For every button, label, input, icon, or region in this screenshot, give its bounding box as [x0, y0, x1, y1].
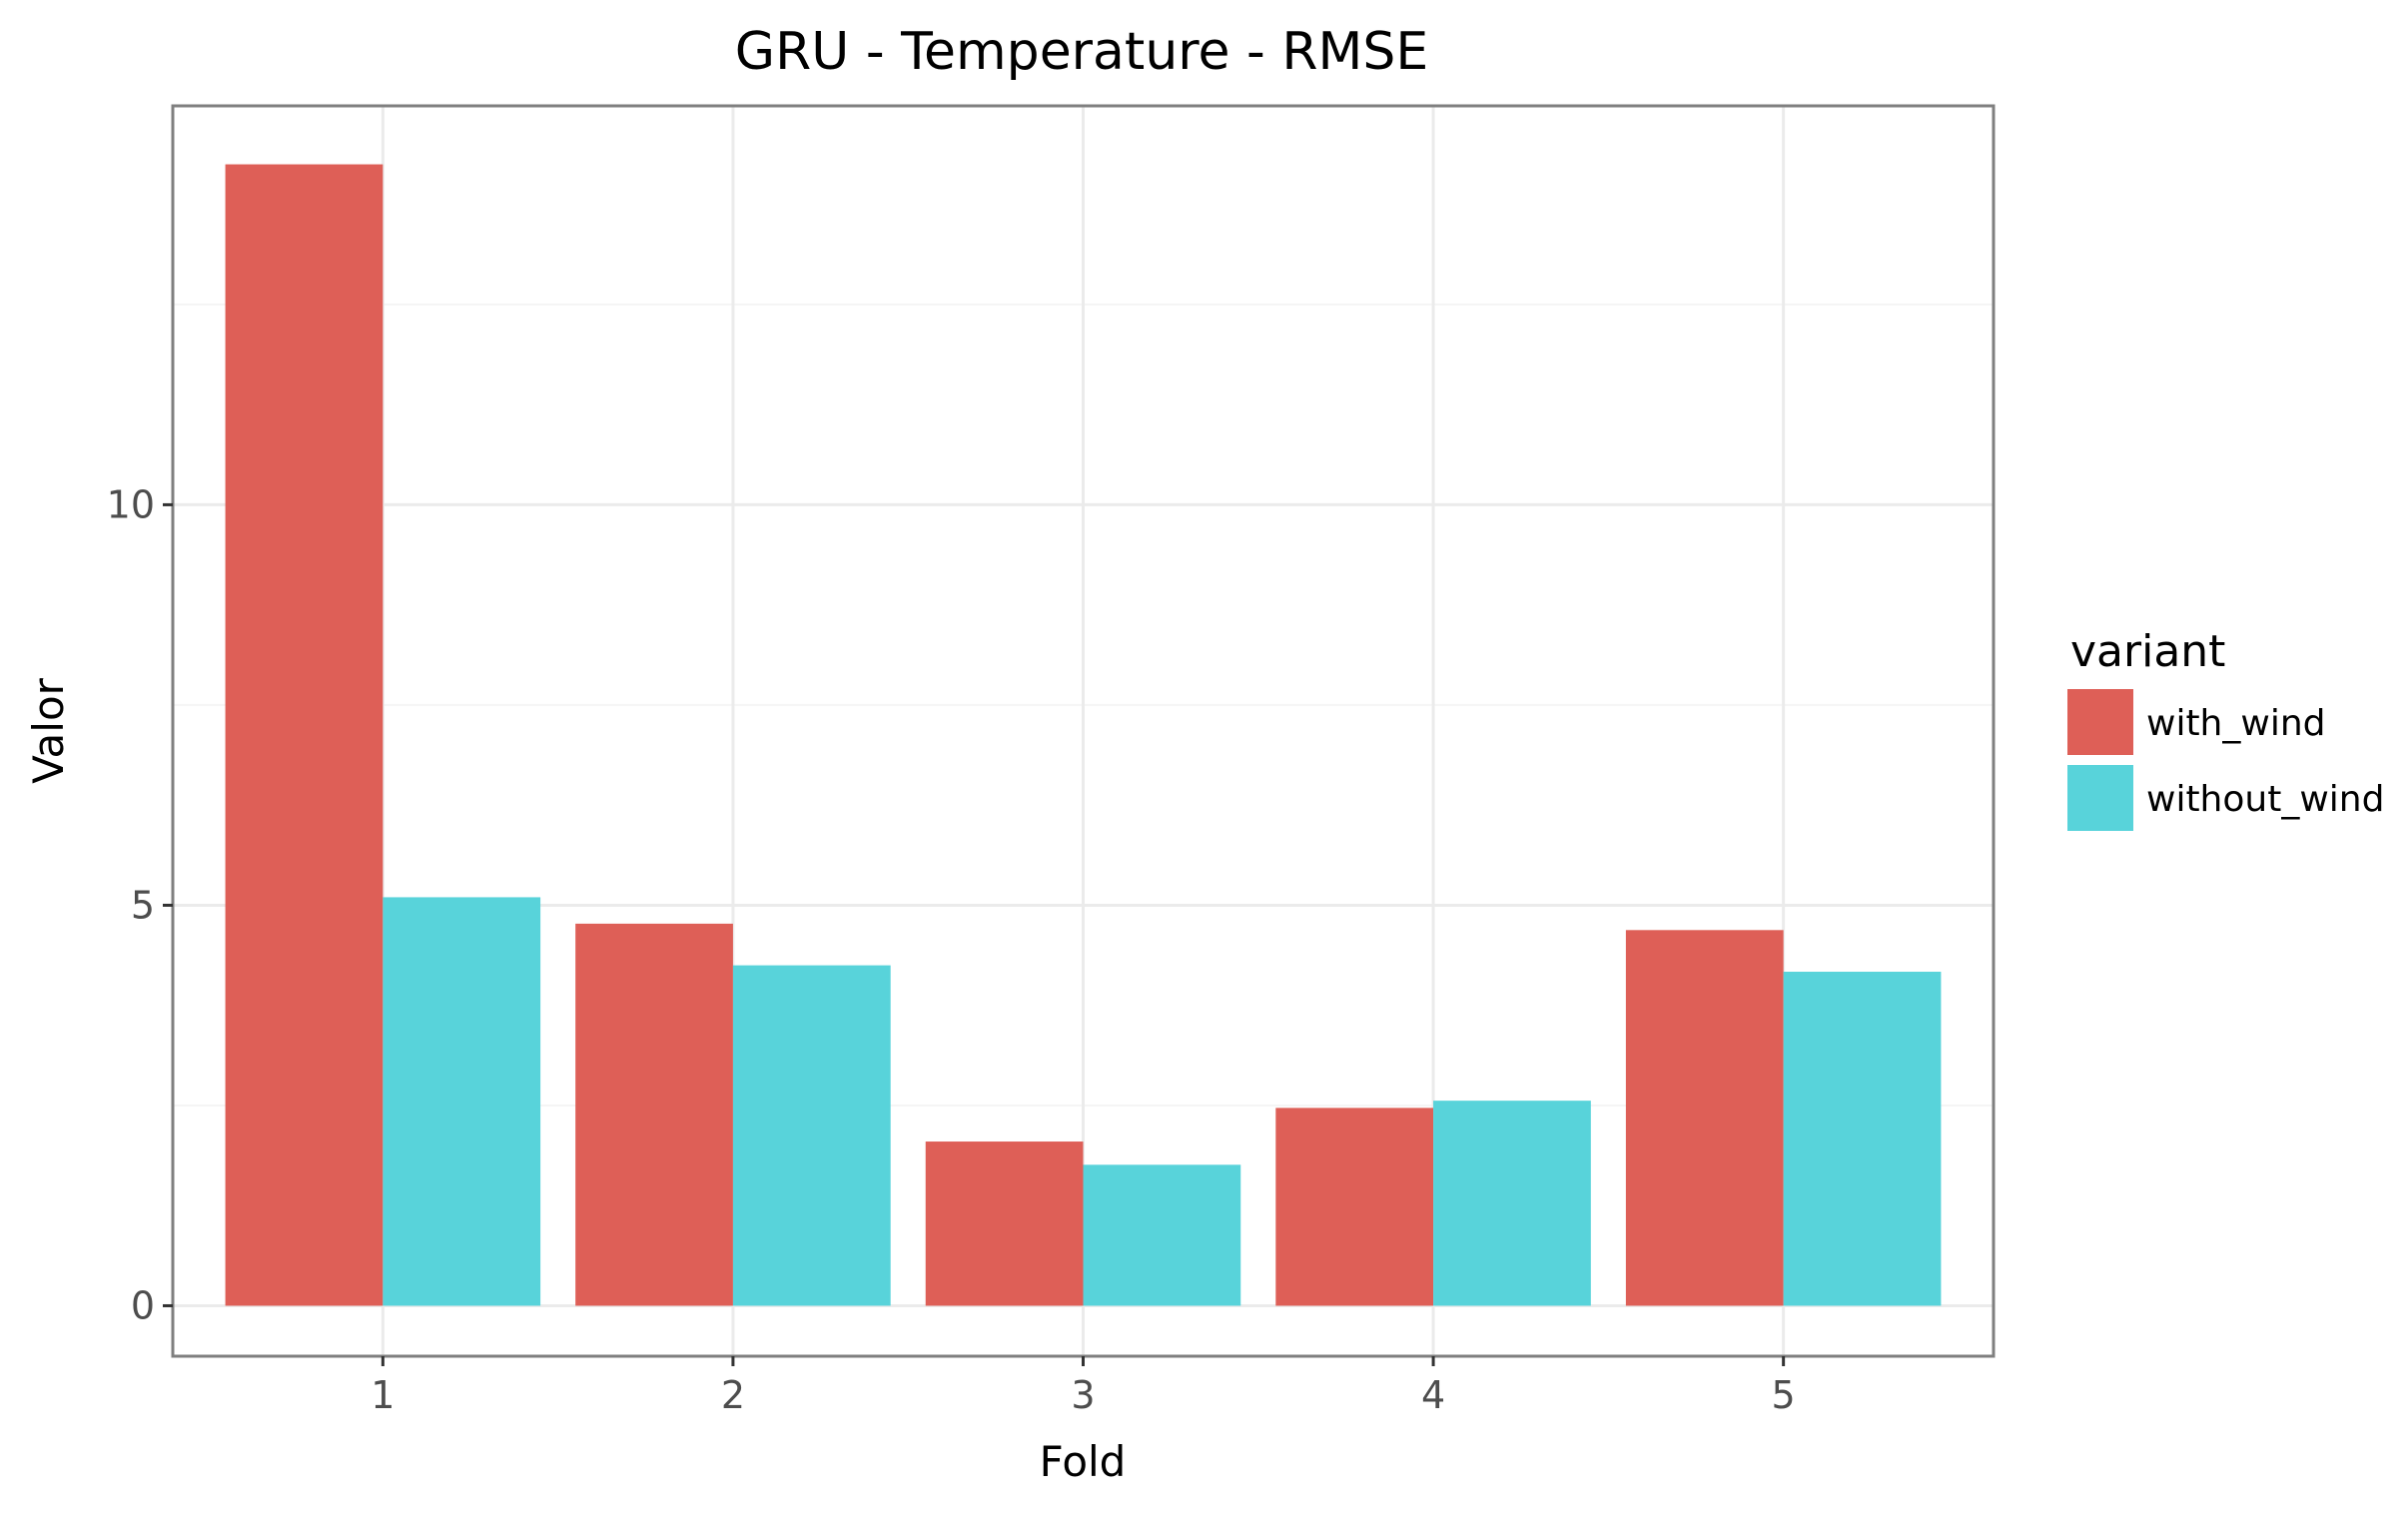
- bar-without_wind-fold-1: [383, 897, 541, 1306]
- bar-with_wind-fold-2: [575, 923, 733, 1306]
- y-tick-label-1: 5: [131, 883, 155, 927]
- bar-with_wind-fold-4: [1275, 1108, 1434, 1306]
- bar-with_wind-fold-1: [225, 164, 384, 1306]
- legend-items: with_wind without_wind: [2067, 689, 2384, 831]
- x-axis: 1 2 3 4 5: [371, 1356, 1796, 1417]
- bars: [225, 164, 1942, 1306]
- x-tick-label-1: 2: [721, 1373, 745, 1417]
- bar-without_wind-fold-5: [1783, 972, 1942, 1306]
- bar-with_wind-fold-3: [925, 1141, 1084, 1306]
- y-axis: 0 5 10: [107, 482, 173, 1327]
- legend-title: variant: [2070, 626, 2225, 677]
- x-tick-label-2: 3: [1071, 1373, 1095, 1417]
- legend: variant with_wind without_wind: [2067, 626, 2384, 831]
- x-tick-label-3: 4: [1421, 1373, 1445, 1417]
- x-axis-title: Fold: [1040, 1437, 1127, 1486]
- bar-without_wind-fold-2: [732, 965, 891, 1306]
- legend-swatch-without_wind: [2067, 765, 2133, 831]
- bar-without_wind-fold-4: [1433, 1101, 1591, 1306]
- x-tick-label-0: 1: [371, 1373, 395, 1417]
- x-tick-label-4: 5: [1772, 1373, 1796, 1417]
- plot-panel: [171, 104, 1996, 1358]
- y-tick-label-0: 0: [131, 1283, 155, 1327]
- legend-label-with_wind: with_wind: [2146, 703, 2326, 744]
- chart-title: GRU - Temperature - RMSE: [735, 22, 1428, 82]
- y-tick-label-2: 10: [107, 482, 155, 526]
- legend-swatch-with_wind: [2067, 689, 2133, 755]
- bar-without_wind-fold-3: [1083, 1164, 1241, 1306]
- y-axis-title: Valor: [24, 677, 73, 784]
- bar-with_wind-fold-5: [1625, 930, 1784, 1306]
- legend-label-without_wind: without_wind: [2146, 779, 2384, 820]
